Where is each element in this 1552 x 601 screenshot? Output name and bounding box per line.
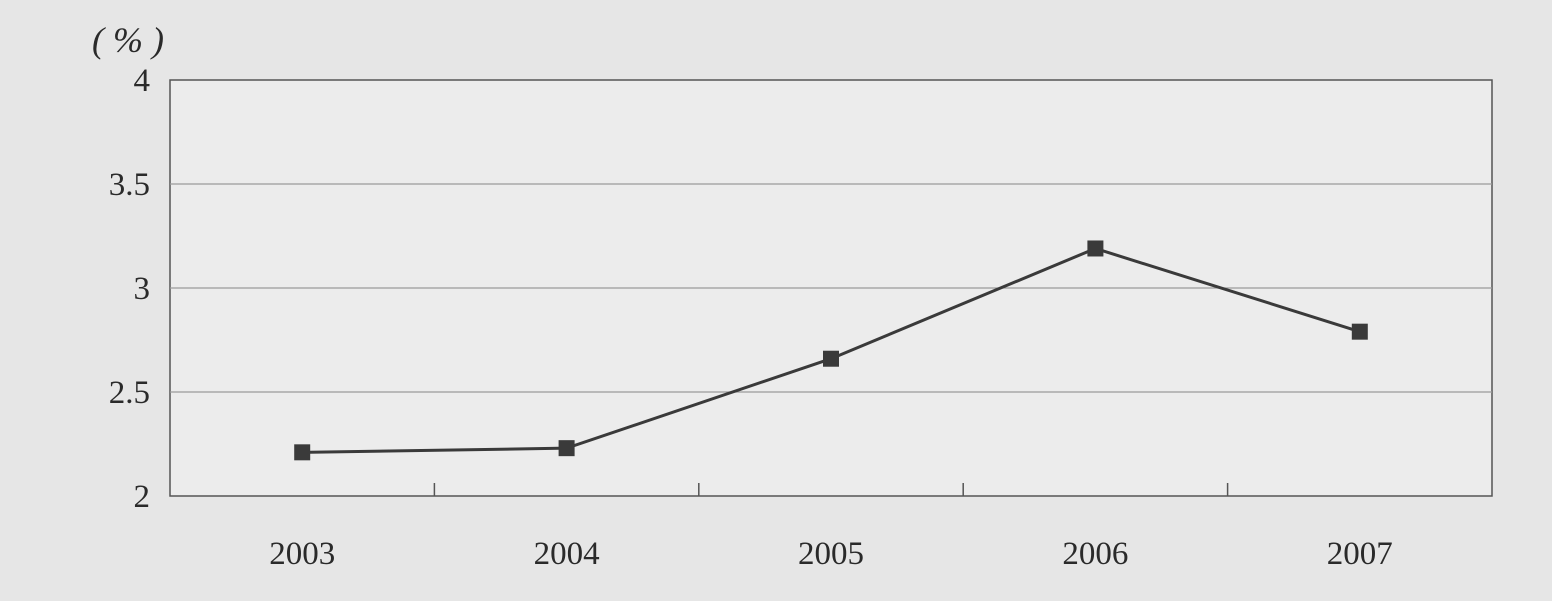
y-tick-label: 3.5 bbox=[109, 167, 150, 203]
series-layer bbox=[294, 240, 1368, 461]
y-tick-label: 3 bbox=[134, 271, 151, 307]
x-tick-label: 2006 bbox=[1062, 536, 1128, 572]
y-tick-label: 2 bbox=[134, 479, 151, 515]
data-point-2004 bbox=[558, 440, 575, 457]
data-point-2007 bbox=[1351, 323, 1368, 340]
data-point-2005 bbox=[823, 350, 839, 367]
x-tick-label: 2005 bbox=[798, 536, 864, 572]
x-axis-ticks: 2003 2004 2005 2006 2007 bbox=[269, 483, 1393, 572]
y-unit-label: ( % ) bbox=[92, 20, 164, 60]
x-tick-label: 2003 bbox=[269, 536, 335, 572]
y-tick-label: 2.5 bbox=[109, 375, 150, 411]
data-point-2003 bbox=[294, 444, 311, 461]
grid-lines bbox=[170, 183, 1492, 393]
x-tick-label: 2007 bbox=[1327, 536, 1393, 572]
y-axis-ticks: 2 2.5 3 3.5 4 bbox=[109, 63, 150, 515]
y-tick-label: 4 bbox=[134, 63, 151, 99]
data-point-2006 bbox=[1087, 240, 1104, 257]
x-tick-label: 2004 bbox=[534, 536, 600, 572]
